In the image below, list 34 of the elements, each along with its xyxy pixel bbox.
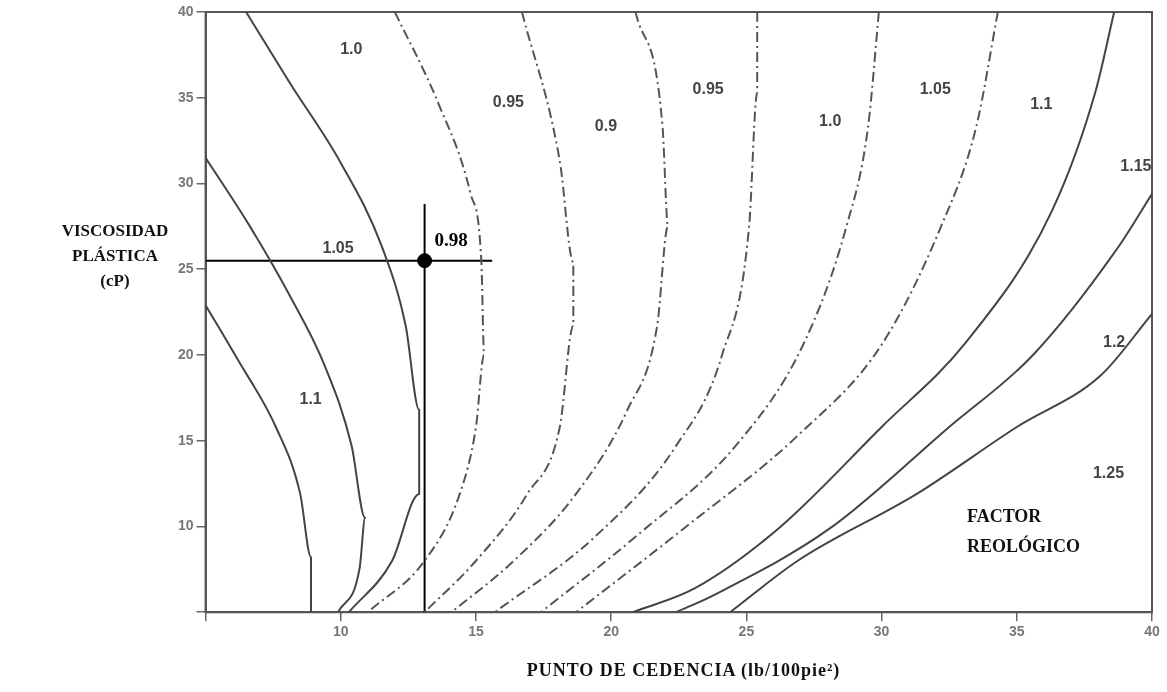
y-tick-label: 40 [177, 2, 194, 19]
y-tick-label: 35 [177, 88, 194, 105]
y-tick-label: 25 [177, 260, 194, 277]
annotation: 1.2 [1103, 333, 1126, 351]
y-tick-label: 15 [177, 431, 194, 448]
annotation: 0.95 [692, 79, 724, 97]
y-tick-label: 10 [177, 517, 194, 534]
annotation: 1.25 [1092, 463, 1125, 481]
x-tick-label: 15 [468, 623, 484, 640]
annotation: 1.1 [299, 390, 322, 408]
annotation: 1.05 [322, 238, 354, 256]
x-tick-label: 25 [738, 623, 755, 640]
line-series [729, 312, 1152, 613]
annotation: 0.98 [434, 228, 468, 250]
annotation: 1.0 [340, 40, 363, 58]
annotation: 1.0 [819, 112, 842, 130]
line-series [245, 12, 421, 613]
annotation: 0.9 [594, 117, 618, 135]
annotation: 1.1 [1030, 94, 1053, 112]
annotation: FACTOR REOLÓGICO [967, 505, 1081, 556]
x-tick-label: 35 [1009, 623, 1025, 640]
x-tick-label: 40 [1144, 623, 1160, 640]
annotation: 0.95 [492, 93, 525, 111]
line-series [675, 192, 1152, 613]
y-axis-title: VISCOSIDAD PLÁSTICA (cP) [61, 221, 169, 290]
y-tick-label: 30 [177, 174, 194, 191]
x-tick-label: 10 [332, 623, 349, 640]
line-series [205, 156, 367, 613]
x-tick-label: 30 [873, 623, 890, 640]
annotation: 1.05 [919, 79, 951, 97]
annotation: 1.15 [1120, 156, 1152, 174]
x-tick-label: 20 [603, 623, 620, 640]
x-axis-title: PUNTO DE CEDENCIA (lb/100pie²) [525, 660, 842, 681]
y-tick-label: 20 [177, 345, 194, 362]
